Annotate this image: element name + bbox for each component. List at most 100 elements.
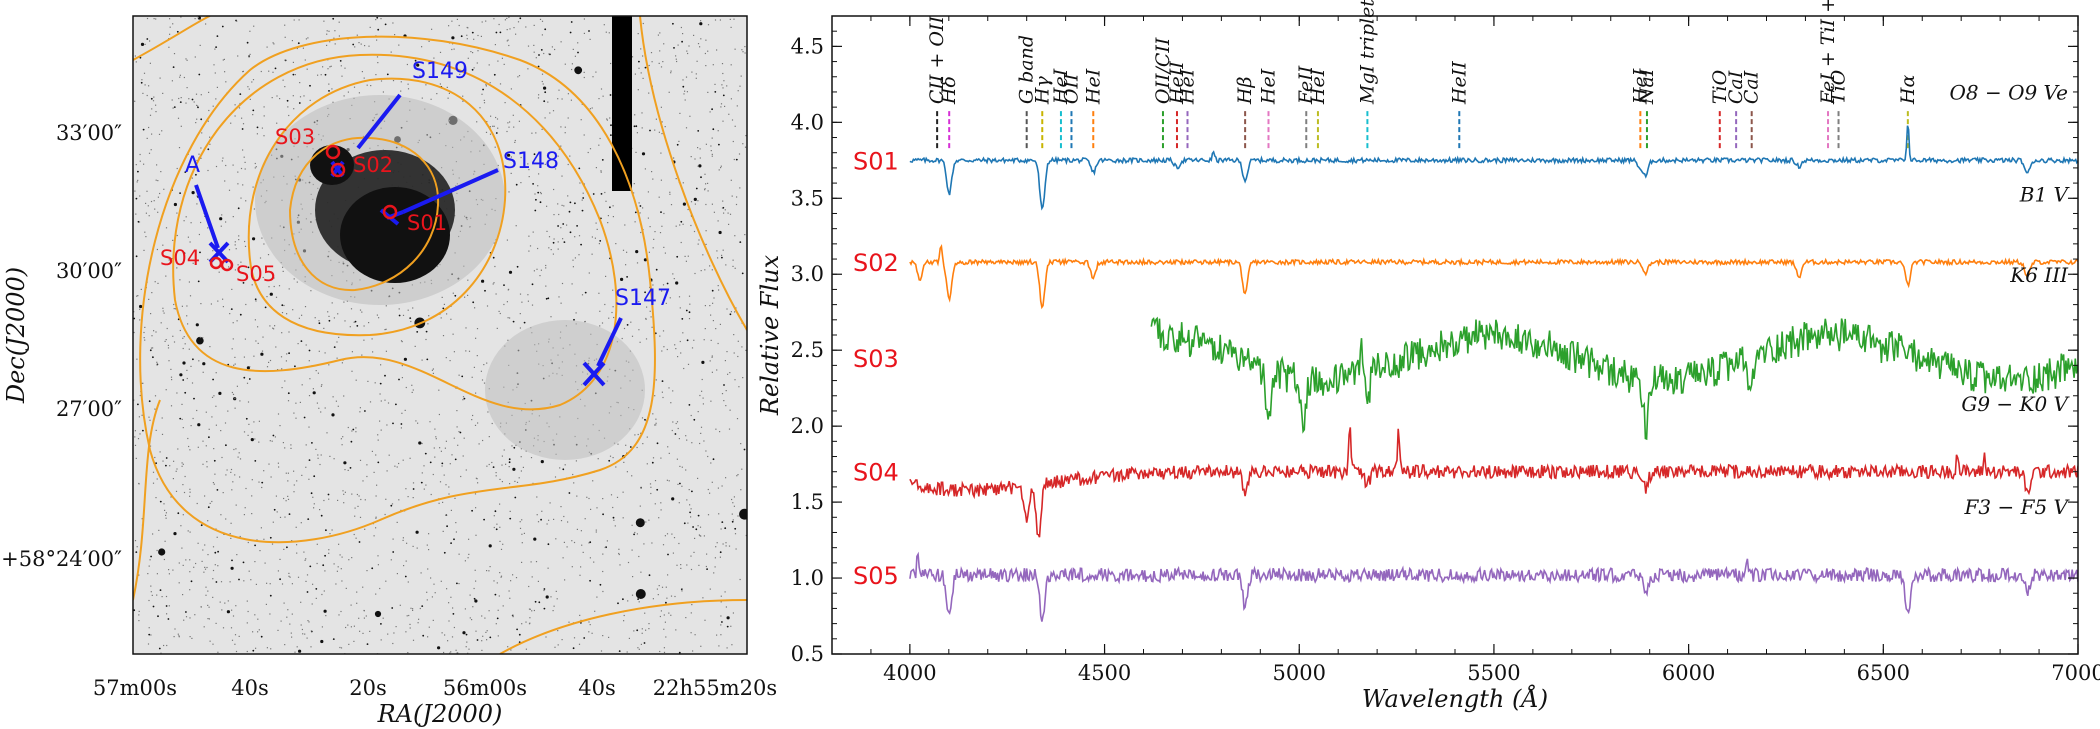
noise-speck — [171, 80, 173, 82]
noise-speck — [474, 569, 476, 571]
noise-speck — [302, 47, 304, 49]
noise-speck — [231, 489, 233, 491]
star — [384, 374, 386, 377]
noise-speck — [668, 480, 670, 482]
noise-speck — [705, 565, 707, 568]
star — [666, 282, 669, 285]
noise-speck — [600, 650, 603, 652]
noise-speck — [572, 48, 574, 50]
noise-speck — [477, 482, 479, 484]
star — [697, 514, 700, 517]
noise-speck — [363, 325, 365, 327]
noise-speck — [496, 118, 499, 120]
noise-speck — [162, 244, 164, 246]
noise-speck — [188, 445, 190, 448]
noise-speck — [406, 542, 408, 544]
noise-speck — [670, 402, 672, 404]
y-tick-label: 4.5 — [791, 34, 824, 58]
noise-speck — [197, 17, 199, 19]
noise-speck — [713, 572, 715, 574]
marker-x-s147 — [582, 361, 606, 387]
noise-speck — [721, 84, 723, 86]
star — [609, 94, 612, 96]
noise-speck — [376, 484, 378, 486]
noise-speck — [679, 224, 681, 226]
noise-speck — [650, 316, 652, 318]
noise-speck — [438, 413, 440, 416]
noise-speck — [156, 248, 158, 251]
star — [327, 493, 330, 496]
noise-speck — [731, 644, 733, 646]
noise-speck — [531, 304, 534, 306]
noise-speck — [209, 640, 211, 642]
noise-speck — [464, 296, 466, 298]
noise-speck — [514, 139, 516, 142]
star — [179, 417, 182, 420]
star — [644, 66, 647, 69]
star — [292, 73, 295, 76]
noise-speck — [394, 34, 396, 36]
star — [306, 591, 309, 593]
noise-speck — [512, 614, 514, 616]
star — [739, 241, 742, 244]
noise-speck — [340, 438, 342, 440]
noise-speck — [358, 495, 360, 497]
noise-speck — [660, 457, 662, 459]
marker-circle-s01 — [382, 204, 398, 220]
noise-speck — [308, 478, 310, 480]
noise-speck — [263, 470, 265, 472]
noise-speck — [688, 295, 691, 297]
noise-speck — [328, 364, 330, 366]
noise-speck — [156, 549, 158, 552]
noise-speck — [703, 535, 705, 537]
noise-speck — [510, 580, 512, 582]
noise-speck — [514, 141, 516, 143]
noise-speck — [225, 474, 227, 476]
noise-speck — [230, 537, 232, 539]
noise-speck — [663, 628, 665, 630]
noise-speck — [291, 636, 293, 638]
noise-speck — [506, 40, 508, 42]
noise-speck — [420, 572, 422, 574]
noise-speck — [690, 414, 692, 417]
noise-speck — [213, 448, 215, 450]
star — [310, 492, 313, 495]
noise-speck — [676, 564, 678, 566]
noise-speck — [742, 143, 744, 145]
noise-speck — [275, 346, 277, 348]
noise-speck — [685, 127, 688, 129]
noise-speck — [576, 495, 578, 497]
star — [254, 460, 257, 462]
noise-speck — [155, 497, 157, 499]
noise-speck — [412, 497, 414, 499]
noise-speck — [143, 163, 145, 165]
noise-speck — [189, 241, 191, 243]
noise-speck — [556, 598, 558, 600]
star — [286, 546, 288, 549]
noise-speck — [690, 632, 692, 634]
noise-speck — [235, 248, 237, 250]
noise-speck — [296, 480, 298, 482]
noise-speck — [661, 290, 663, 292]
star — [207, 506, 210, 509]
noise-speck — [538, 94, 540, 96]
line-id-label: OII/CII — [1152, 37, 1174, 104]
noise-speck — [740, 443, 742, 445]
noise-speck — [694, 272, 696, 275]
noise-speck — [724, 209, 726, 211]
dec-axis-label: Dec(J2000) — [2, 267, 30, 404]
noise-speck — [394, 465, 396, 467]
noise-speck — [306, 68, 308, 70]
noise-speck — [509, 317, 511, 319]
noise-speck — [705, 143, 707, 145]
star — [649, 129, 651, 132]
noise-speck — [291, 540, 293, 542]
noise-speck — [369, 630, 371, 632]
noise-speck — [709, 360, 711, 362]
noise-speck — [594, 237, 596, 239]
noise-speck — [163, 503, 165, 505]
noise-speck — [191, 382, 194, 384]
noise-speck — [204, 544, 206, 546]
noise-speck — [253, 25, 255, 27]
noise-speck — [492, 125, 494, 127]
